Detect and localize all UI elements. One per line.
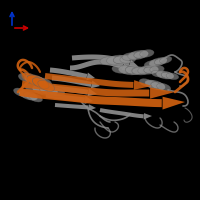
Polygon shape (163, 97, 185, 110)
Ellipse shape (132, 67, 146, 74)
Ellipse shape (27, 75, 44, 86)
Ellipse shape (24, 75, 40, 84)
Ellipse shape (144, 66, 158, 73)
Polygon shape (48, 85, 88, 95)
Ellipse shape (140, 50, 154, 57)
Ellipse shape (19, 90, 32, 98)
Ellipse shape (113, 56, 129, 64)
Polygon shape (100, 108, 144, 118)
Polygon shape (50, 68, 87, 79)
Polygon shape (46, 93, 85, 102)
Ellipse shape (134, 51, 148, 58)
Polygon shape (121, 63, 130, 70)
Polygon shape (84, 96, 93, 104)
Ellipse shape (145, 80, 159, 88)
Ellipse shape (32, 85, 50, 94)
Ellipse shape (166, 73, 179, 80)
Ellipse shape (25, 83, 43, 93)
Ellipse shape (144, 61, 156, 68)
Ellipse shape (14, 88, 27, 96)
Ellipse shape (138, 67, 152, 74)
Ellipse shape (125, 66, 141, 74)
Ellipse shape (151, 82, 165, 90)
Ellipse shape (139, 79, 153, 87)
Ellipse shape (122, 53, 136, 60)
Ellipse shape (154, 58, 167, 65)
Polygon shape (128, 60, 140, 68)
Polygon shape (45, 73, 134, 88)
Ellipse shape (29, 94, 42, 102)
Polygon shape (19, 88, 162, 107)
Ellipse shape (161, 72, 174, 79)
Ellipse shape (119, 66, 135, 74)
Polygon shape (52, 76, 92, 87)
Ellipse shape (132, 67, 148, 75)
Polygon shape (70, 59, 123, 70)
Ellipse shape (149, 59, 162, 66)
Ellipse shape (100, 57, 116, 65)
Ellipse shape (157, 83, 171, 91)
Ellipse shape (107, 56, 123, 64)
Polygon shape (150, 87, 175, 99)
Polygon shape (55, 103, 89, 109)
Ellipse shape (47, 87, 65, 97)
Polygon shape (134, 80, 152, 90)
Ellipse shape (24, 92, 37, 100)
Ellipse shape (128, 52, 142, 59)
Polygon shape (72, 54, 130, 66)
Ellipse shape (112, 65, 128, 73)
Polygon shape (91, 81, 100, 88)
Ellipse shape (18, 73, 34, 82)
Polygon shape (88, 104, 96, 111)
Ellipse shape (120, 55, 136, 63)
Polygon shape (86, 73, 95, 80)
Polygon shape (87, 88, 97, 96)
Ellipse shape (40, 86, 58, 95)
Ellipse shape (21, 73, 38, 84)
Ellipse shape (156, 71, 169, 78)
Ellipse shape (32, 78, 49, 89)
Ellipse shape (150, 66, 164, 73)
Ellipse shape (30, 76, 46, 85)
Ellipse shape (160, 56, 172, 63)
Polygon shape (144, 113, 152, 120)
Ellipse shape (38, 80, 55, 91)
Ellipse shape (36, 78, 52, 87)
Polygon shape (22, 81, 149, 97)
Ellipse shape (151, 70, 164, 77)
